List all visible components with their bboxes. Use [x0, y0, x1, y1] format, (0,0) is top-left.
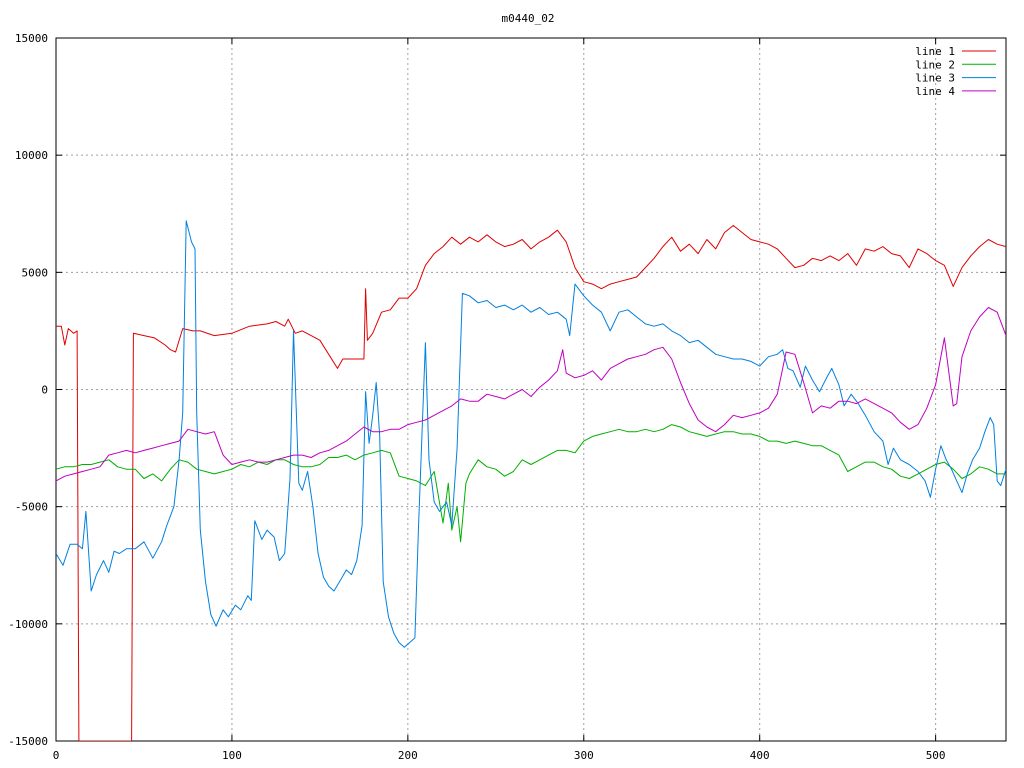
legend-label-1: line 1	[915, 45, 955, 58]
series-line-4	[56, 307, 1006, 482]
x-tick-label: 400	[750, 749, 770, 762]
y-tick-label: 5000	[22, 266, 49, 279]
series-group	[56, 220, 1006, 741]
x-tick-label: 500	[926, 749, 946, 762]
legend-label-2: line 2	[915, 58, 955, 71]
y-tick-label: -10000	[8, 618, 48, 631]
series-line-1	[56, 225, 1006, 741]
y-tick-label: 0	[41, 384, 48, 397]
y-tick-label: 15000	[15, 32, 48, 45]
chart-title: m0440_02	[502, 12, 555, 25]
x-tick-label: 200	[398, 749, 418, 762]
y-tick-label: 10000	[15, 149, 48, 162]
series-line-3	[56, 220, 1006, 648]
y-tick-label: -5000	[15, 501, 48, 514]
grid	[56, 38, 1006, 741]
x-tick-label: 100	[222, 749, 242, 762]
axes: 0 100 200 300 400 500 -15000 -10000 -5000 0 5000 10…	[8, 32, 1007, 762]
x-tick-label: 0	[53, 749, 60, 762]
legend-label-3: line 3	[915, 72, 955, 85]
y-tick-label: -15000	[8, 735, 48, 748]
series-line-2	[56, 424, 1006, 543]
x-tick-label: 300	[574, 749, 594, 762]
legend-label-4: line 4	[915, 85, 955, 98]
